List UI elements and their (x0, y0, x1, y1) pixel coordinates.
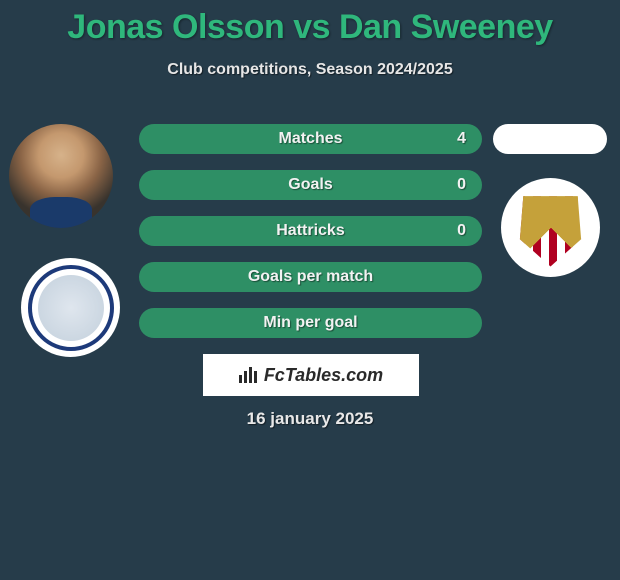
player-left-avatar (9, 124, 113, 228)
player-right-avatar (493, 124, 607, 154)
stat-value: 4 (457, 130, 466, 148)
stat-label: Min per goal (263, 314, 357, 332)
comparison-title: Jonas Olsson vs Dan Sweeney (0, 8, 620, 47)
stat-value: 0 (457, 176, 466, 194)
stats-list: Matches 4 Goals 0 Hattricks 0 Goals per … (139, 124, 482, 354)
stat-row-goals: Goals 0 (139, 170, 482, 200)
stat-row-min-per-goal: Min per goal (139, 308, 482, 338)
player-left-club-badge (21, 258, 120, 357)
brand-text: FcTables.com (264, 365, 383, 386)
date-label: 16 january 2025 (0, 409, 620, 429)
brand-bars-icon (239, 367, 257, 383)
brand-watermark: FcTables.com (203, 354, 419, 396)
stat-value: 0 (457, 222, 466, 240)
stat-row-matches: Matches 4 (139, 124, 482, 154)
stat-label: Hattricks (276, 222, 344, 240)
stat-row-hattricks: Hattricks 0 (139, 216, 482, 246)
stat-label: Goals (288, 176, 332, 194)
player-right-club-badge (501, 178, 600, 277)
stat-label: Goals per match (248, 268, 373, 286)
stat-row-goals-per-match: Goals per match (139, 262, 482, 292)
stat-label: Matches (278, 130, 342, 148)
subtitle: Club competitions, Season 2024/2025 (0, 61, 620, 79)
